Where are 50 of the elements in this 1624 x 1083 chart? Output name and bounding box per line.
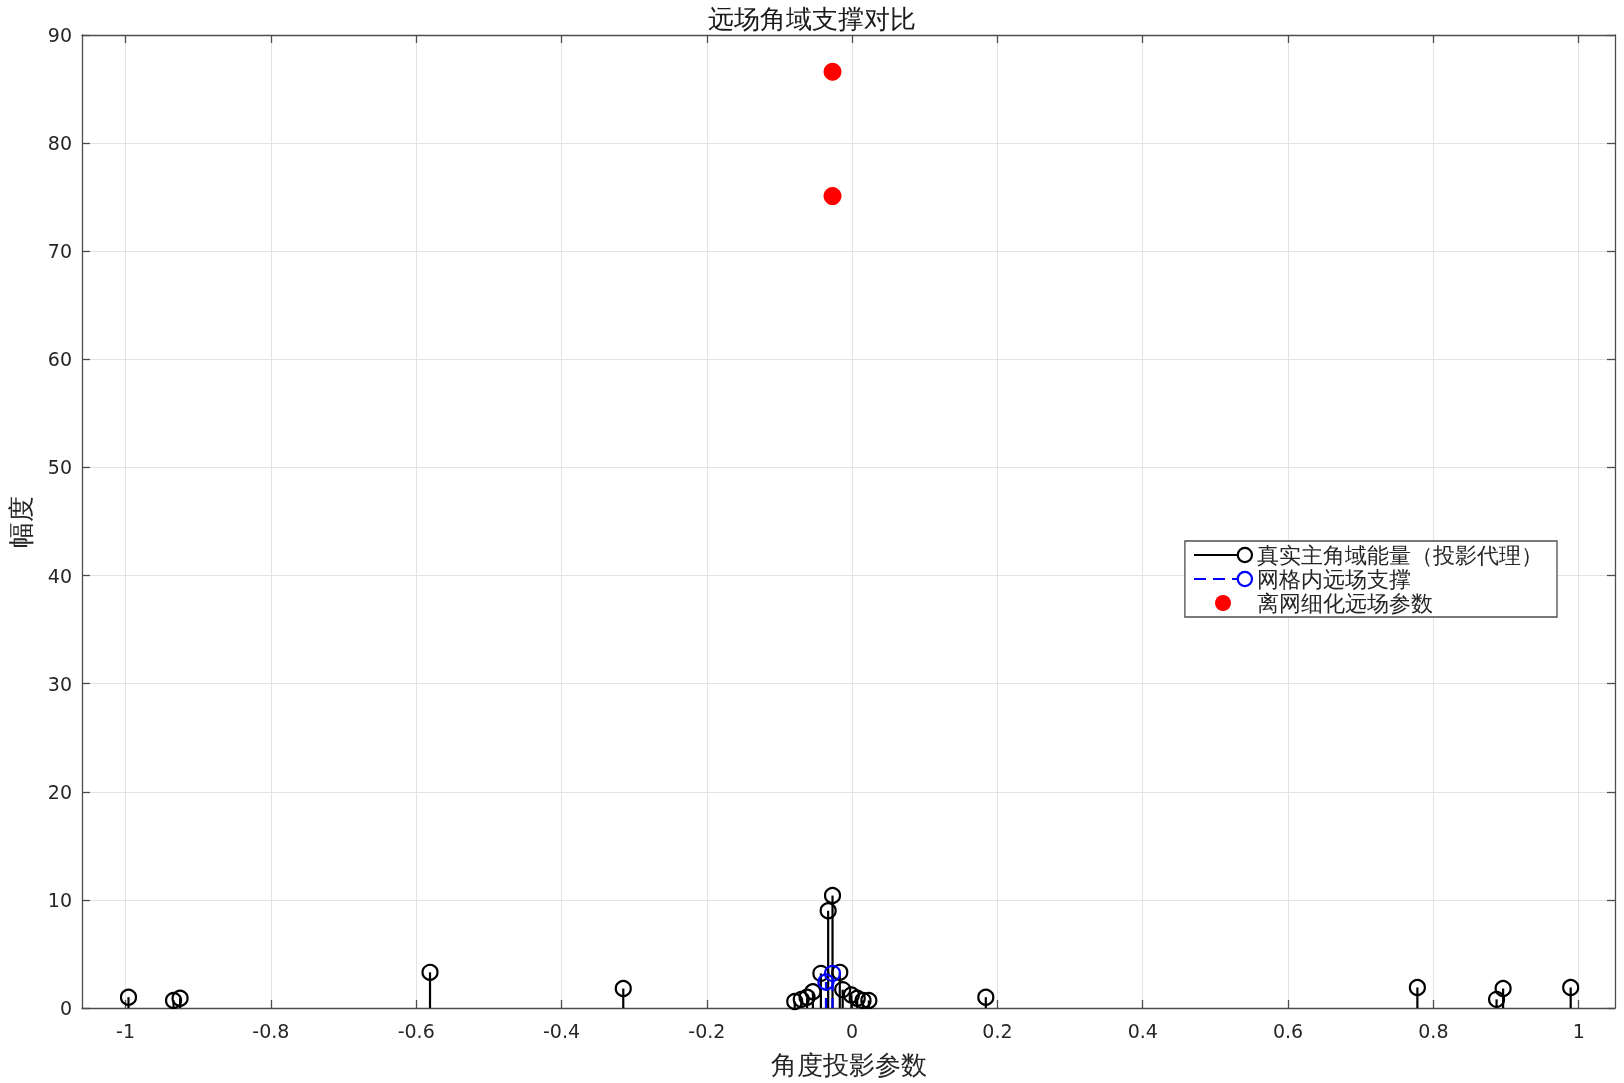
- point: [823, 964, 842, 982]
- point: [831, 963, 849, 981]
- point: [817, 973, 835, 991]
- point: [421, 963, 439, 981]
- x-tick-label: -0.8: [252, 1019, 290, 1042]
- chart-title: 远场角域支撑对比: [708, 4, 916, 34]
- point: [804, 983, 822, 1001]
- point: [1494, 979, 1512, 998]
- x-axis-title: 角度投影参数: [770, 1050, 927, 1080]
- y-tick-label: 80: [47, 132, 72, 155]
- point: [977, 988, 995, 1006]
- point: [860, 991, 878, 1010]
- point: [812, 964, 830, 982]
- y-tick-label: 90: [47, 24, 72, 46]
- legend-label: 离网细化远场参数: [1257, 590, 1433, 616]
- y-tick-label: 0: [59, 997, 72, 1019]
- point: [823, 187, 842, 206]
- x-tick-label: 0.6: [1272, 1019, 1304, 1042]
- x-tick-label: -0.2: [688, 1019, 726, 1042]
- point: [842, 986, 861, 1004]
- x-tick-label: 0: [846, 1019, 859, 1042]
- point: [819, 902, 837, 920]
- x-tick-label: 0.8: [1418, 1019, 1449, 1042]
- y-tick-label: 20: [47, 780, 72, 803]
- x-tick-label: 0.4: [1127, 1019, 1158, 1042]
- y-tick-label: 70: [47, 240, 72, 263]
- y-tick-label: 10: [47, 888, 72, 911]
- legend-label: 网格内远场支撑: [1257, 566, 1411, 592]
- x-tick-label: -1: [116, 1019, 136, 1042]
- y-axis-title: 幅度: [6, 495, 36, 548]
- point: [1562, 978, 1580, 997]
- y-tick-label: 30: [47, 672, 72, 695]
- point: [164, 991, 183, 1010]
- legend-label: 真实主角域能量（投影代理）: [1257, 542, 1543, 568]
- point: [834, 981, 852, 999]
- point: [614, 979, 632, 998]
- point: [792, 990, 810, 1008]
- point: [1408, 978, 1426, 997]
- x-tick-label: -0.4: [542, 1019, 581, 1042]
- point: [786, 992, 804, 1011]
- y-tick-label: 40: [47, 564, 72, 587]
- point: [1487, 990, 1506, 1008]
- point: [119, 988, 138, 1006]
- point: [823, 886, 842, 905]
- x-tick-label: -0.6: [397, 1019, 435, 1042]
- x-tick-label: 1: [1572, 1019, 1585, 1042]
- y-tick-label: 50: [47, 456, 72, 479]
- point: [823, 62, 842, 81]
- y-tick-label: 60: [47, 348, 72, 371]
- x-tick-label: 0.2: [982, 1019, 1013, 1042]
